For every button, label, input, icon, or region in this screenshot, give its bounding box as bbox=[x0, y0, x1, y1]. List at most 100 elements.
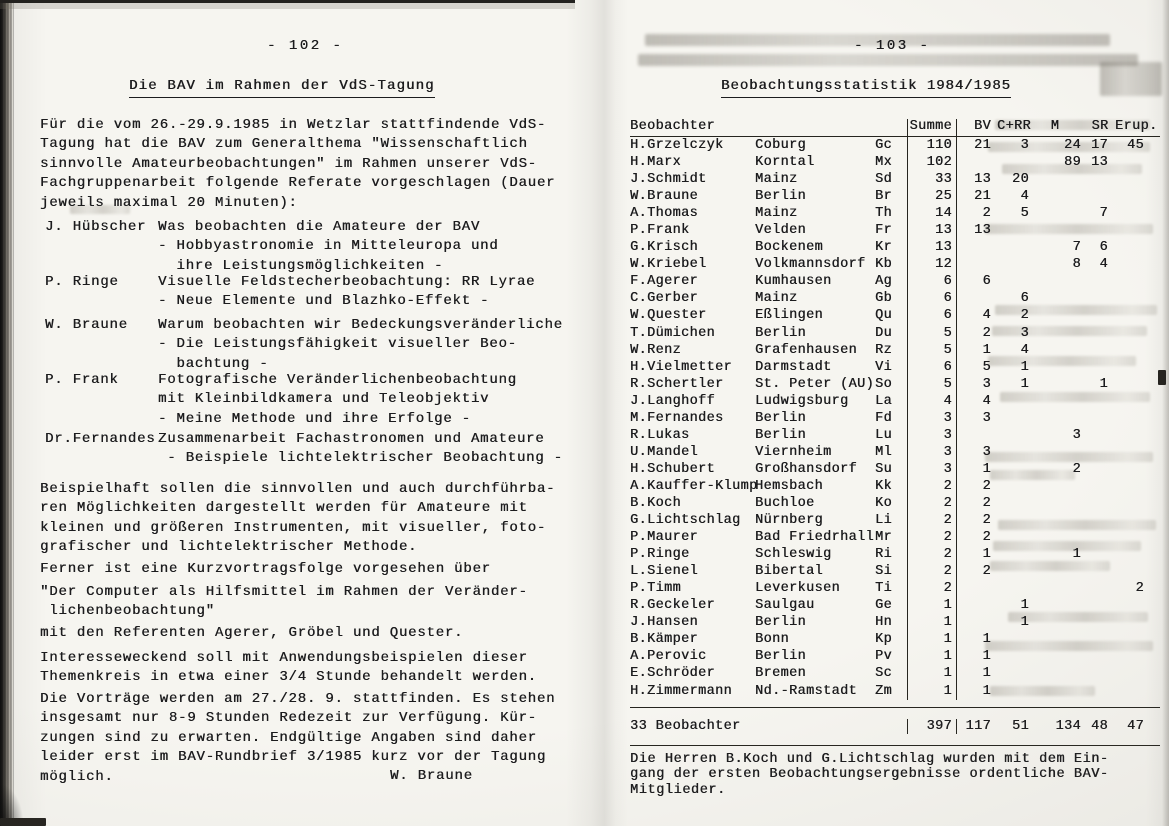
binding-shadow bbox=[0, 766, 34, 826]
cell-name: G.Lichtschlag bbox=[630, 513, 741, 529]
speaker-name: W. Braune bbox=[45, 317, 128, 333]
cell-name: P.Maurer bbox=[630, 530, 699, 546]
cell-m bbox=[1037, 529, 1087, 546]
cell-bv: 2 bbox=[982, 478, 991, 494]
table-row: B.Koch Buchloe Ko 2 2 bbox=[630, 494, 1160, 513]
cell-code: Sd bbox=[875, 172, 893, 188]
cell-name: H.Schubert bbox=[630, 461, 716, 477]
cell-m bbox=[1037, 597, 1087, 614]
cell-name: W.Braune bbox=[630, 189, 699, 205]
cell-city: Bad Friedrhall bbox=[755, 530, 875, 546]
cell-sr: 1 bbox=[1099, 376, 1108, 392]
cell-bv: 13 bbox=[973, 172, 991, 188]
cell-erup bbox=[1115, 290, 1160, 307]
cell-name: J.Schmidt bbox=[630, 172, 707, 188]
cell-city: Grafenhausen bbox=[755, 342, 858, 358]
cell-crr: 4 bbox=[1020, 189, 1029, 205]
cell-city: Bibertal bbox=[755, 564, 824, 580]
cell-city: Coburg bbox=[755, 138, 807, 153]
cell-sr bbox=[1087, 478, 1115, 495]
cell-city: Berlin bbox=[755, 649, 807, 665]
cell-erup bbox=[1115, 512, 1160, 529]
cell-summe: 6 bbox=[907, 273, 957, 291]
table-row: R.Schertler St. Peter (AU) So 5 3 1 1 bbox=[630, 375, 1160, 393]
cell-code: Gb bbox=[875, 291, 893, 307]
cell-bv: 1 bbox=[982, 342, 991, 358]
cell-m bbox=[1037, 342, 1087, 359]
cell-code: Th bbox=[875, 206, 893, 222]
cell-bv: 4 bbox=[982, 308, 991, 324]
cell-code: Hn bbox=[875, 615, 893, 631]
cell-erup bbox=[1115, 307, 1160, 324]
cell-erup bbox=[1115, 444, 1160, 461]
table-row: H.Schubert Großhansdorf Su 3 1 2 bbox=[630, 460, 1160, 478]
cell-name: B.Koch bbox=[630, 495, 682, 511]
totals-erup: 47 bbox=[1126, 718, 1144, 734]
table-row: R.Geckeler Saulgau Ge 1 1 bbox=[630, 597, 1160, 615]
cell-erup bbox=[1115, 325, 1160, 342]
cell-m bbox=[1037, 410, 1087, 427]
cell-erup bbox=[1115, 631, 1160, 648]
cell-city: Mainz bbox=[755, 291, 798, 307]
table-row: G.Lichtschlag Nürnberg Li 2 2 bbox=[630, 512, 1160, 530]
cell-m: 8 bbox=[1072, 257, 1081, 273]
cell-code: Ko bbox=[875, 495, 893, 511]
cell-name: F.Agerer bbox=[630, 274, 699, 290]
cell-summe: 6 bbox=[907, 307, 957, 325]
page-number-left: - 102 - bbox=[267, 38, 344, 54]
scan-edge-strip-light bbox=[0, 3, 575, 9]
cell-sr bbox=[1087, 683, 1115, 700]
cell-m: 89 bbox=[1063, 155, 1081, 171]
cell-city: Leverkusen bbox=[755, 581, 841, 597]
cell-sr bbox=[1087, 546, 1115, 563]
cell-bv bbox=[957, 427, 997, 444]
cell-city: Berlin bbox=[755, 325, 807, 341]
cell-name: P.Ringe bbox=[630, 547, 690, 563]
cell-crr: 5 bbox=[1020, 206, 1029, 222]
cell-summe: 3 bbox=[907, 443, 957, 461]
totals-m: 134 bbox=[1055, 718, 1081, 734]
cell-crr bbox=[997, 222, 1037, 239]
cell-code: Zm bbox=[875, 683, 893, 699]
cell-summe: 1 bbox=[907, 682, 957, 700]
cell-bv bbox=[957, 256, 997, 273]
cell-code: Kk bbox=[875, 478, 893, 494]
cell-city: Bonn bbox=[755, 632, 790, 648]
cell-summe: 5 bbox=[907, 341, 957, 359]
cell-bv: 4 bbox=[982, 393, 991, 409]
totals-crr: 51 bbox=[1011, 718, 1029, 734]
cell-city: Großhansdorf bbox=[755, 461, 858, 477]
table-row: W.Braune Berlin Br 25 21 4 bbox=[630, 188, 1160, 206]
table-row: E.Schröder Bremen Sc 1 1 bbox=[630, 665, 1160, 683]
cell-m bbox=[1037, 444, 1087, 461]
cell-summe: 2 bbox=[907, 580, 957, 598]
cell-sr: 7 bbox=[1099, 206, 1108, 222]
cell-name: P.Frank bbox=[630, 223, 690, 239]
cell-code: Br bbox=[875, 189, 893, 205]
cell-code: Du bbox=[875, 325, 893, 341]
cell-city: Eßlingen bbox=[755, 308, 824, 324]
cell-erup bbox=[1115, 648, 1160, 665]
cell-bv: 3 bbox=[982, 410, 991, 426]
cell-code: Kb bbox=[875, 257, 893, 273]
cell-sr bbox=[1087, 512, 1115, 529]
cell-code: Mx bbox=[875, 155, 893, 171]
speaker-talk: Was beobachten die Amateure der BAV - Ho… bbox=[158, 219, 499, 274]
cell-m bbox=[1037, 648, 1087, 665]
cell-crr bbox=[997, 427, 1037, 444]
cell-m bbox=[1037, 631, 1087, 648]
cell-m bbox=[1037, 376, 1087, 393]
cell-bv: 3 bbox=[982, 376, 991, 392]
totals-label: 33 Beobachter bbox=[630, 718, 741, 734]
cell-summe: 6 bbox=[907, 290, 957, 308]
cell-sr: 17 bbox=[1090, 138, 1108, 153]
cell-name: H.Vielmetter bbox=[630, 359, 733, 375]
paragraph: Beispielhaft sollen die sinnvollen und a… bbox=[40, 481, 556, 556]
cell-erup bbox=[1115, 154, 1160, 171]
cell-summe: 1 bbox=[907, 597, 957, 615]
cell-name: J.Hansen bbox=[630, 615, 699, 631]
cell-erup: 45 bbox=[1126, 138, 1144, 153]
cell-bv: 2 bbox=[982, 564, 991, 580]
cell-erup bbox=[1115, 529, 1160, 546]
observation-statistics-table: Beobachter Summe BV C+RR M SR Erup. H.Gr… bbox=[630, 112, 1160, 746]
